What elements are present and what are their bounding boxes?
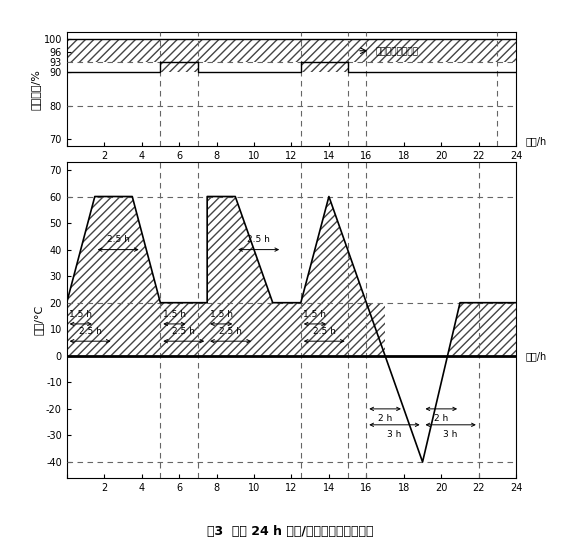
Text: 1.5 h: 1.5 h xyxy=(210,309,233,319)
Text: 2.5 h: 2.5 h xyxy=(219,327,242,336)
Y-axis label: 温度/°C: 温度/°C xyxy=(33,305,43,335)
Text: 3 h: 3 h xyxy=(387,430,401,439)
Polygon shape xyxy=(448,303,460,356)
Text: 1.5 h: 1.5 h xyxy=(163,309,186,319)
Text: 3 h: 3 h xyxy=(444,430,458,439)
Text: 时间/h: 时间/h xyxy=(525,136,546,146)
Text: 2.5 h: 2.5 h xyxy=(79,327,102,336)
Text: 2.5 h: 2.5 h xyxy=(313,327,336,336)
Text: 2.5 h: 2.5 h xyxy=(172,327,195,336)
Text: 相对湿度不做要求: 相对湿度不做要求 xyxy=(376,47,419,56)
Polygon shape xyxy=(367,303,385,356)
Text: 2.5 h: 2.5 h xyxy=(107,235,130,244)
Text: 图3  单次 24 h 温度/湿度循环过程示意图: 图3 单次 24 h 温度/湿度循环过程示意图 xyxy=(206,524,374,538)
Text: 2 h: 2 h xyxy=(378,414,392,423)
Text: 2.5 h: 2.5 h xyxy=(247,235,270,244)
Text: 1.5 h: 1.5 h xyxy=(303,309,327,319)
Y-axis label: 相对湿度/%: 相对湿度/% xyxy=(31,69,41,110)
Text: 2 h: 2 h xyxy=(434,414,448,423)
Text: 时间/h: 时间/h xyxy=(525,351,546,361)
Text: 1.5 h: 1.5 h xyxy=(69,309,92,319)
